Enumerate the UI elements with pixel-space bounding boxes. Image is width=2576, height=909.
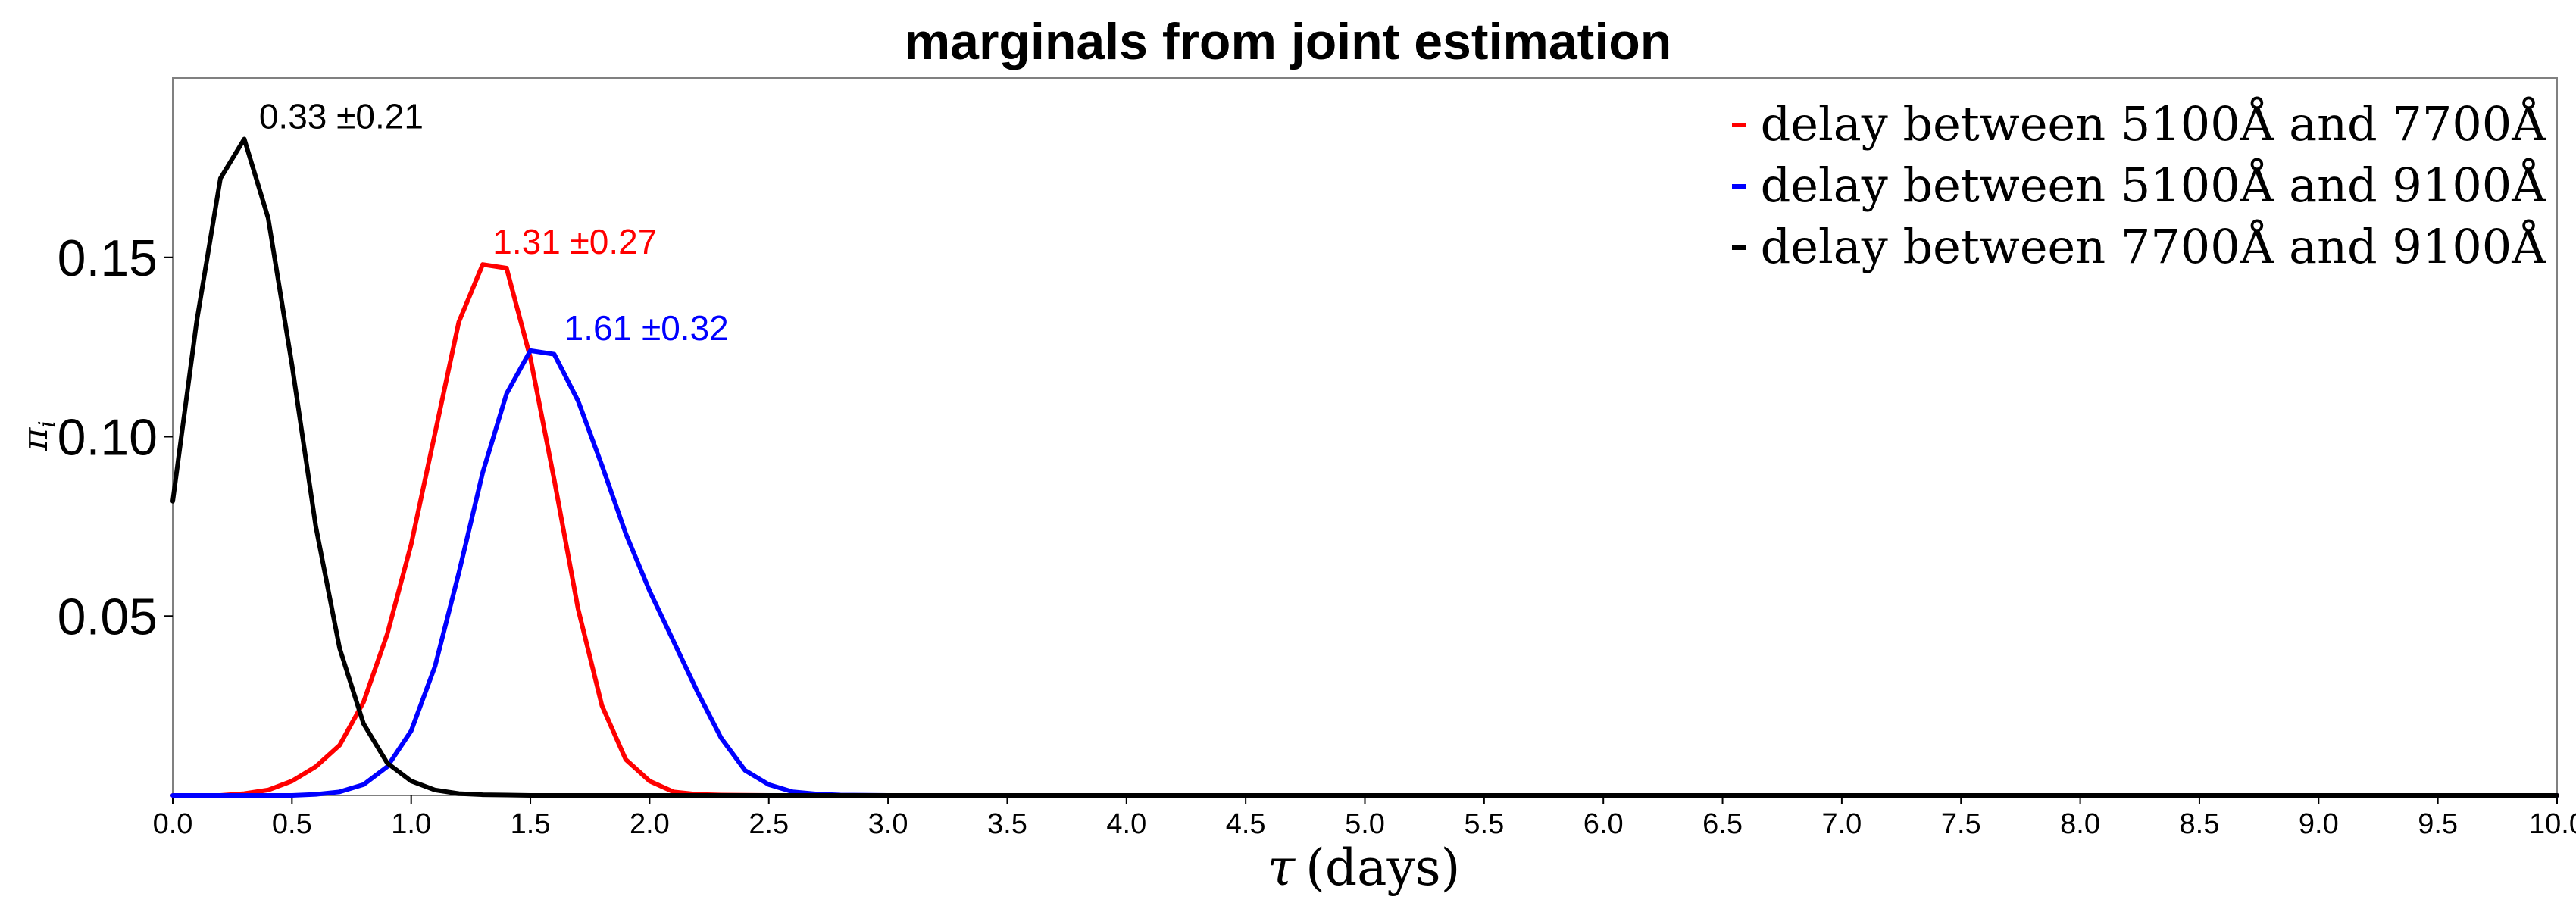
series-line [170,348,2559,798]
x-tick-label: 0.5 [272,808,312,840]
x-tick-label: 2.0 [630,808,670,840]
x-tick-label: 10.0 [2529,808,2576,840]
x-tick-label: 6.5 [1702,808,1743,840]
x-tick-label: 1.5 [511,808,551,840]
peak-annotation: 1.31 ±0.27 [492,222,657,261]
y-tick-label: 0.05 [58,588,158,645]
x-tick-label: 8.5 [2180,808,2220,840]
x-axis-unit: (days) [1305,839,1460,897]
x-tick-label: 4.0 [1106,808,1146,840]
x-tick-label: 3.5 [987,808,1027,840]
x-tick-label: 4.5 [1226,808,1266,840]
y-axis-subscript: i [34,420,61,428]
legend-label: delay between 5100Å and 9100Å [1761,158,2547,213]
series-lines [170,136,2559,798]
peak-annotation: 1.61 ±0.32 [564,308,729,348]
series-line [170,136,2559,798]
x-tick-label: 3.0 [868,808,908,840]
y-axis-ticks: 0.05 0.10 0.15 [58,230,173,645]
y-tick-label: 0.15 [58,230,158,287]
x-tick-label: 9.5 [2418,808,2458,840]
x-tick-label: 1.0 [391,808,431,840]
legend-label: delay between 7700Å and 9100Å [1761,219,2547,274]
legend: delay between 5100Å and 7700Å delay betwe… [1732,96,2546,274]
x-axis-label: τ (days) [1268,839,1461,897]
x-tick-label: 5.0 [1345,808,1385,840]
x-axis-ticks: 0.0 0.5 1.0 1.5 2.0 2.5 3.0 3.5 4.0 4.5 5.0 5.5 6.0 6… [153,795,2576,840]
chart-title: marginals from joint estimation [905,13,1672,70]
y-axis-label: πi [14,420,61,451]
x-tick-label: 9.0 [2299,808,2339,840]
x-tick-label: 6.0 [1583,808,1624,840]
x-tick-label: 7.5 [1941,808,1981,840]
x-tick-label: 5.5 [1464,808,1504,840]
x-tick-label: 2.5 [749,808,789,840]
y-tick-label: 0.10 [58,409,158,467]
x-tick-label: 7.0 [1821,808,1862,840]
x-tick-label: 0.0 [153,808,193,840]
y-axis-symbol: π [14,427,55,451]
x-axis-symbol: τ [1268,839,1296,897]
x-tick-label: 8.0 [2060,808,2100,840]
peak-annotation: 0.33 ±0.21 [259,96,424,136]
peak-annotations: 1.31 ±0.27 1.61 ±0.32 0.33 ±0.21 [259,96,729,347]
legend-label: delay between 5100Å and 7700Å [1761,96,2547,152]
